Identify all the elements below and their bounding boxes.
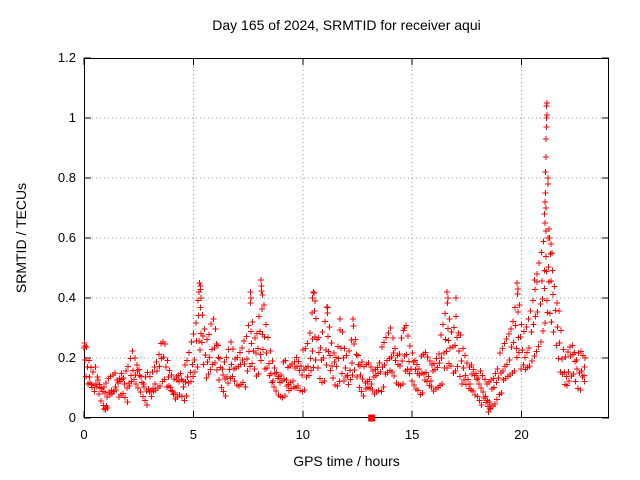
y-tick-label: 0.6: [57, 230, 76, 245]
y-tick-label: 0.4: [57, 290, 76, 305]
data-points-plus: [81, 100, 588, 415]
grid-lines: [84, 58, 609, 418]
flagged-point-square: [368, 414, 376, 422]
x-tick-label: 10: [295, 427, 311, 442]
chart-title: Day 165 of 2024, SRMTID for receiver aqu…: [212, 17, 481, 33]
plot-area: [81, 57, 609, 422]
y-tick-label: 1.2: [57, 50, 76, 65]
x-tick-label: 5: [189, 427, 198, 442]
y-tick-label: 0.8: [57, 170, 76, 185]
x-tick-label: 15: [404, 427, 420, 442]
x-tick-label: 0: [80, 427, 88, 442]
y-tick-label: 0.2: [57, 350, 76, 365]
x-axis-label: GPS time / hours: [293, 453, 400, 469]
x-tick-label: 20: [514, 427, 529, 442]
axis-ticks: [83, 57, 609, 419]
y-tick-label: 0: [68, 410, 76, 425]
y-tick-label: 1: [68, 110, 76, 125]
plot-canvas: [81, 57, 609, 422]
